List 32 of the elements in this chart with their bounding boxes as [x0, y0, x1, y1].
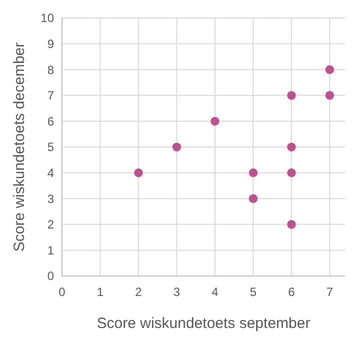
x-axis-title: Score wiskundetoets september [96, 315, 310, 332]
x-tick-label: 7 [326, 285, 334, 299]
x-tick-label: 1 [96, 285, 104, 299]
y-tick-label: 0 [47, 269, 54, 284]
y-tick-label: 1 [47, 243, 54, 258]
point [172, 142, 182, 152]
x-tick-label: 5 [250, 285, 257, 299]
y-tick-label: 2 [47, 218, 54, 232]
y-tick-label: 9 [47, 37, 54, 51]
y-tick-label: 8 [47, 62, 54, 77]
y-tick-label: 4 [47, 166, 54, 180]
x-tick-label: 4 [212, 285, 219, 299]
y-tick-label: 7 [47, 88, 54, 103]
y-tick-label: 6 [47, 114, 54, 128]
y-tick-label: 5 [47, 140, 54, 154]
x-tick-label: 0 [58, 285, 66, 299]
point [287, 168, 296, 178]
x-tick-label: 6 [288, 285, 296, 299]
point [210, 116, 220, 126]
x-tick-label: 3 [173, 285, 180, 299]
y-tick-label: 3 [47, 192, 54, 206]
y-axis-title: Score wiskundetoets december [11, 42, 28, 252]
y-tick-label: 10 [40, 11, 54, 26]
point [248, 168, 258, 178]
point [325, 91, 334, 100]
x-tick-label: 2 [135, 285, 142, 299]
point [134, 168, 143, 178]
point [287, 142, 296, 152]
point [325, 65, 334, 74]
point [248, 194, 258, 203]
point [287, 220, 296, 229]
point [287, 91, 296, 100]
